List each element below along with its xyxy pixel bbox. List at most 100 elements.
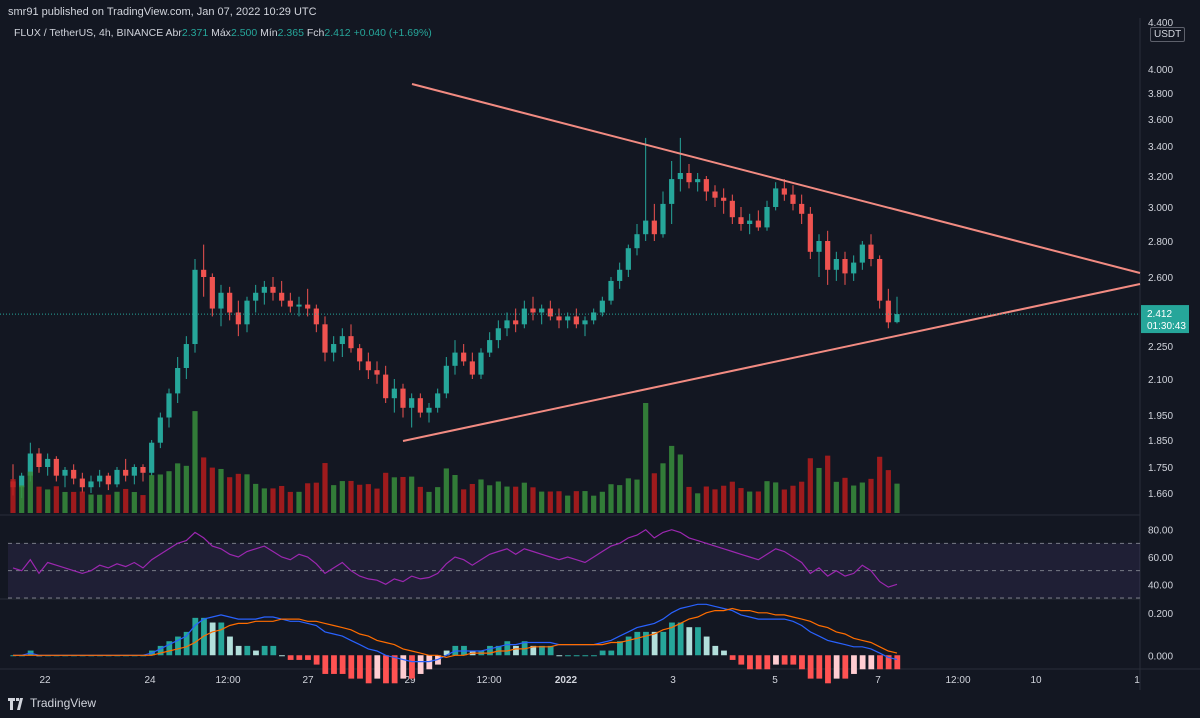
candle-body bbox=[409, 398, 415, 408]
last-price-label: 2.412 bbox=[1147, 309, 1172, 320]
macd-histogram-bar bbox=[877, 655, 883, 670]
macd-histogram-bar bbox=[660, 631, 667, 656]
volume-bar bbox=[279, 485, 285, 513]
candle-body bbox=[885, 300, 891, 323]
time-tick-label: 12:00 bbox=[945, 675, 970, 686]
high-label: Máx bbox=[211, 27, 231, 39]
macd-histogram-bar bbox=[339, 655, 346, 674]
macd-histogram-bar bbox=[357, 655, 363, 679]
macd-line bbox=[13, 603, 898, 663]
volume-bar bbox=[97, 494, 103, 513]
volume-bar bbox=[79, 491, 85, 513]
macd-histogram-bar bbox=[530, 645, 537, 656]
volume-bar bbox=[270, 488, 276, 513]
macd-histogram-bar bbox=[703, 636, 710, 656]
time-tick-label: 2022 bbox=[555, 675, 578, 686]
low-value: 2.365 bbox=[277, 27, 304, 39]
macd-histogram-bar bbox=[313, 655, 320, 665]
candle-body bbox=[721, 197, 727, 201]
volume-bar bbox=[218, 468, 224, 513]
volume-bar bbox=[591, 495, 597, 513]
macd-histogram-bar bbox=[209, 622, 216, 656]
price-tick-label: 3.000 bbox=[1148, 203, 1173, 214]
volume-bar bbox=[175, 463, 181, 513]
macd-histogram-bar bbox=[235, 645, 242, 656]
volume-bar bbox=[894, 483, 900, 513]
macd-histogram-bar bbox=[894, 655, 901, 670]
macd-histogram-bar bbox=[833, 655, 840, 679]
volume-bar bbox=[651, 473, 657, 513]
volume-bar bbox=[859, 482, 865, 513]
macd-histogram-bar bbox=[417, 655, 424, 674]
candle-body bbox=[617, 269, 623, 281]
brand-label: TradingView bbox=[30, 696, 97, 710]
candle-body bbox=[227, 292, 233, 313]
candle-body bbox=[279, 292, 285, 301]
tradingview-logo[interactable]: TradingView bbox=[8, 696, 96, 710]
candle-body bbox=[643, 220, 649, 235]
candle-body bbox=[495, 328, 501, 341]
volume-bar bbox=[105, 494, 111, 513]
volume-bar bbox=[487, 485, 493, 513]
candle-body bbox=[582, 320, 588, 325]
volume-bar bbox=[625, 478, 631, 513]
price-tick-label: 2.600 bbox=[1148, 273, 1173, 284]
volume-bar bbox=[513, 486, 519, 513]
symbol-label[interactable]: FLUX / TetherUS, 4h, BINANCE bbox=[14, 27, 164, 39]
candle-body bbox=[591, 312, 597, 321]
macd-histogram-bar bbox=[755, 655, 762, 670]
volume-bar bbox=[435, 487, 441, 513]
high-value: 2.500 bbox=[230, 27, 258, 39]
time-tick-label: 1 bbox=[1134, 675, 1140, 686]
macd-histogram-bar bbox=[669, 622, 675, 656]
volume-bar bbox=[556, 491, 562, 513]
candle-body bbox=[339, 336, 345, 345]
volume-bar bbox=[885, 470, 891, 513]
volume-bar bbox=[426, 491, 432, 513]
macd-tick-label: 0.000 bbox=[1148, 651, 1173, 662]
volume-bar bbox=[235, 473, 241, 513]
volume-bar bbox=[296, 491, 302, 513]
currency-badge[interactable]: USDT bbox=[1150, 27, 1186, 42]
candle-body bbox=[391, 388, 397, 399]
candle-body bbox=[781, 188, 787, 195]
footer-bar bbox=[0, 690, 1200, 718]
macd-histogram-bar bbox=[504, 641, 511, 656]
volume-bar bbox=[400, 476, 406, 513]
volume-bar bbox=[833, 481, 839, 513]
candle-body bbox=[712, 191, 718, 198]
volume-bar bbox=[62, 491, 68, 513]
candle-body bbox=[261, 286, 267, 293]
macd-histogram-bar bbox=[487, 645, 493, 656]
candle-body bbox=[651, 220, 657, 235]
volume-bar bbox=[131, 492, 137, 513]
macd-histogram-bar bbox=[651, 631, 658, 656]
volume-bar bbox=[374, 488, 380, 513]
time-tick-label: 12:00 bbox=[476, 675, 501, 686]
candle-body bbox=[296, 304, 302, 307]
price-tick-label: 2.250 bbox=[1148, 342, 1173, 353]
candle-body bbox=[417, 398, 423, 413]
candle-body bbox=[166, 393, 172, 418]
candle-body bbox=[175, 368, 181, 394]
volume-bar bbox=[322, 463, 328, 513]
volume-bar bbox=[443, 468, 449, 513]
macd-histogram-bar bbox=[409, 655, 415, 679]
macd-histogram-bar bbox=[625, 636, 632, 656]
candle-body bbox=[738, 217, 744, 224]
macd-histogram-bar bbox=[781, 655, 788, 665]
time-tick-label: 27 bbox=[302, 675, 314, 686]
candle-body bbox=[209, 277, 215, 309]
volume-bar bbox=[201, 457, 207, 513]
ascending-trendline bbox=[402, 283, 1141, 442]
candle-body bbox=[625, 248, 631, 270]
macd-histogram-bar bbox=[738, 655, 745, 665]
candle-body bbox=[790, 194, 796, 204]
macd-histogram-bar bbox=[331, 655, 337, 674]
macd-histogram-bar bbox=[443, 650, 450, 656]
volume-bar bbox=[799, 481, 805, 513]
volume-bar bbox=[877, 456, 883, 513]
volume-bar bbox=[686, 486, 692, 513]
candle-body bbox=[851, 262, 857, 274]
